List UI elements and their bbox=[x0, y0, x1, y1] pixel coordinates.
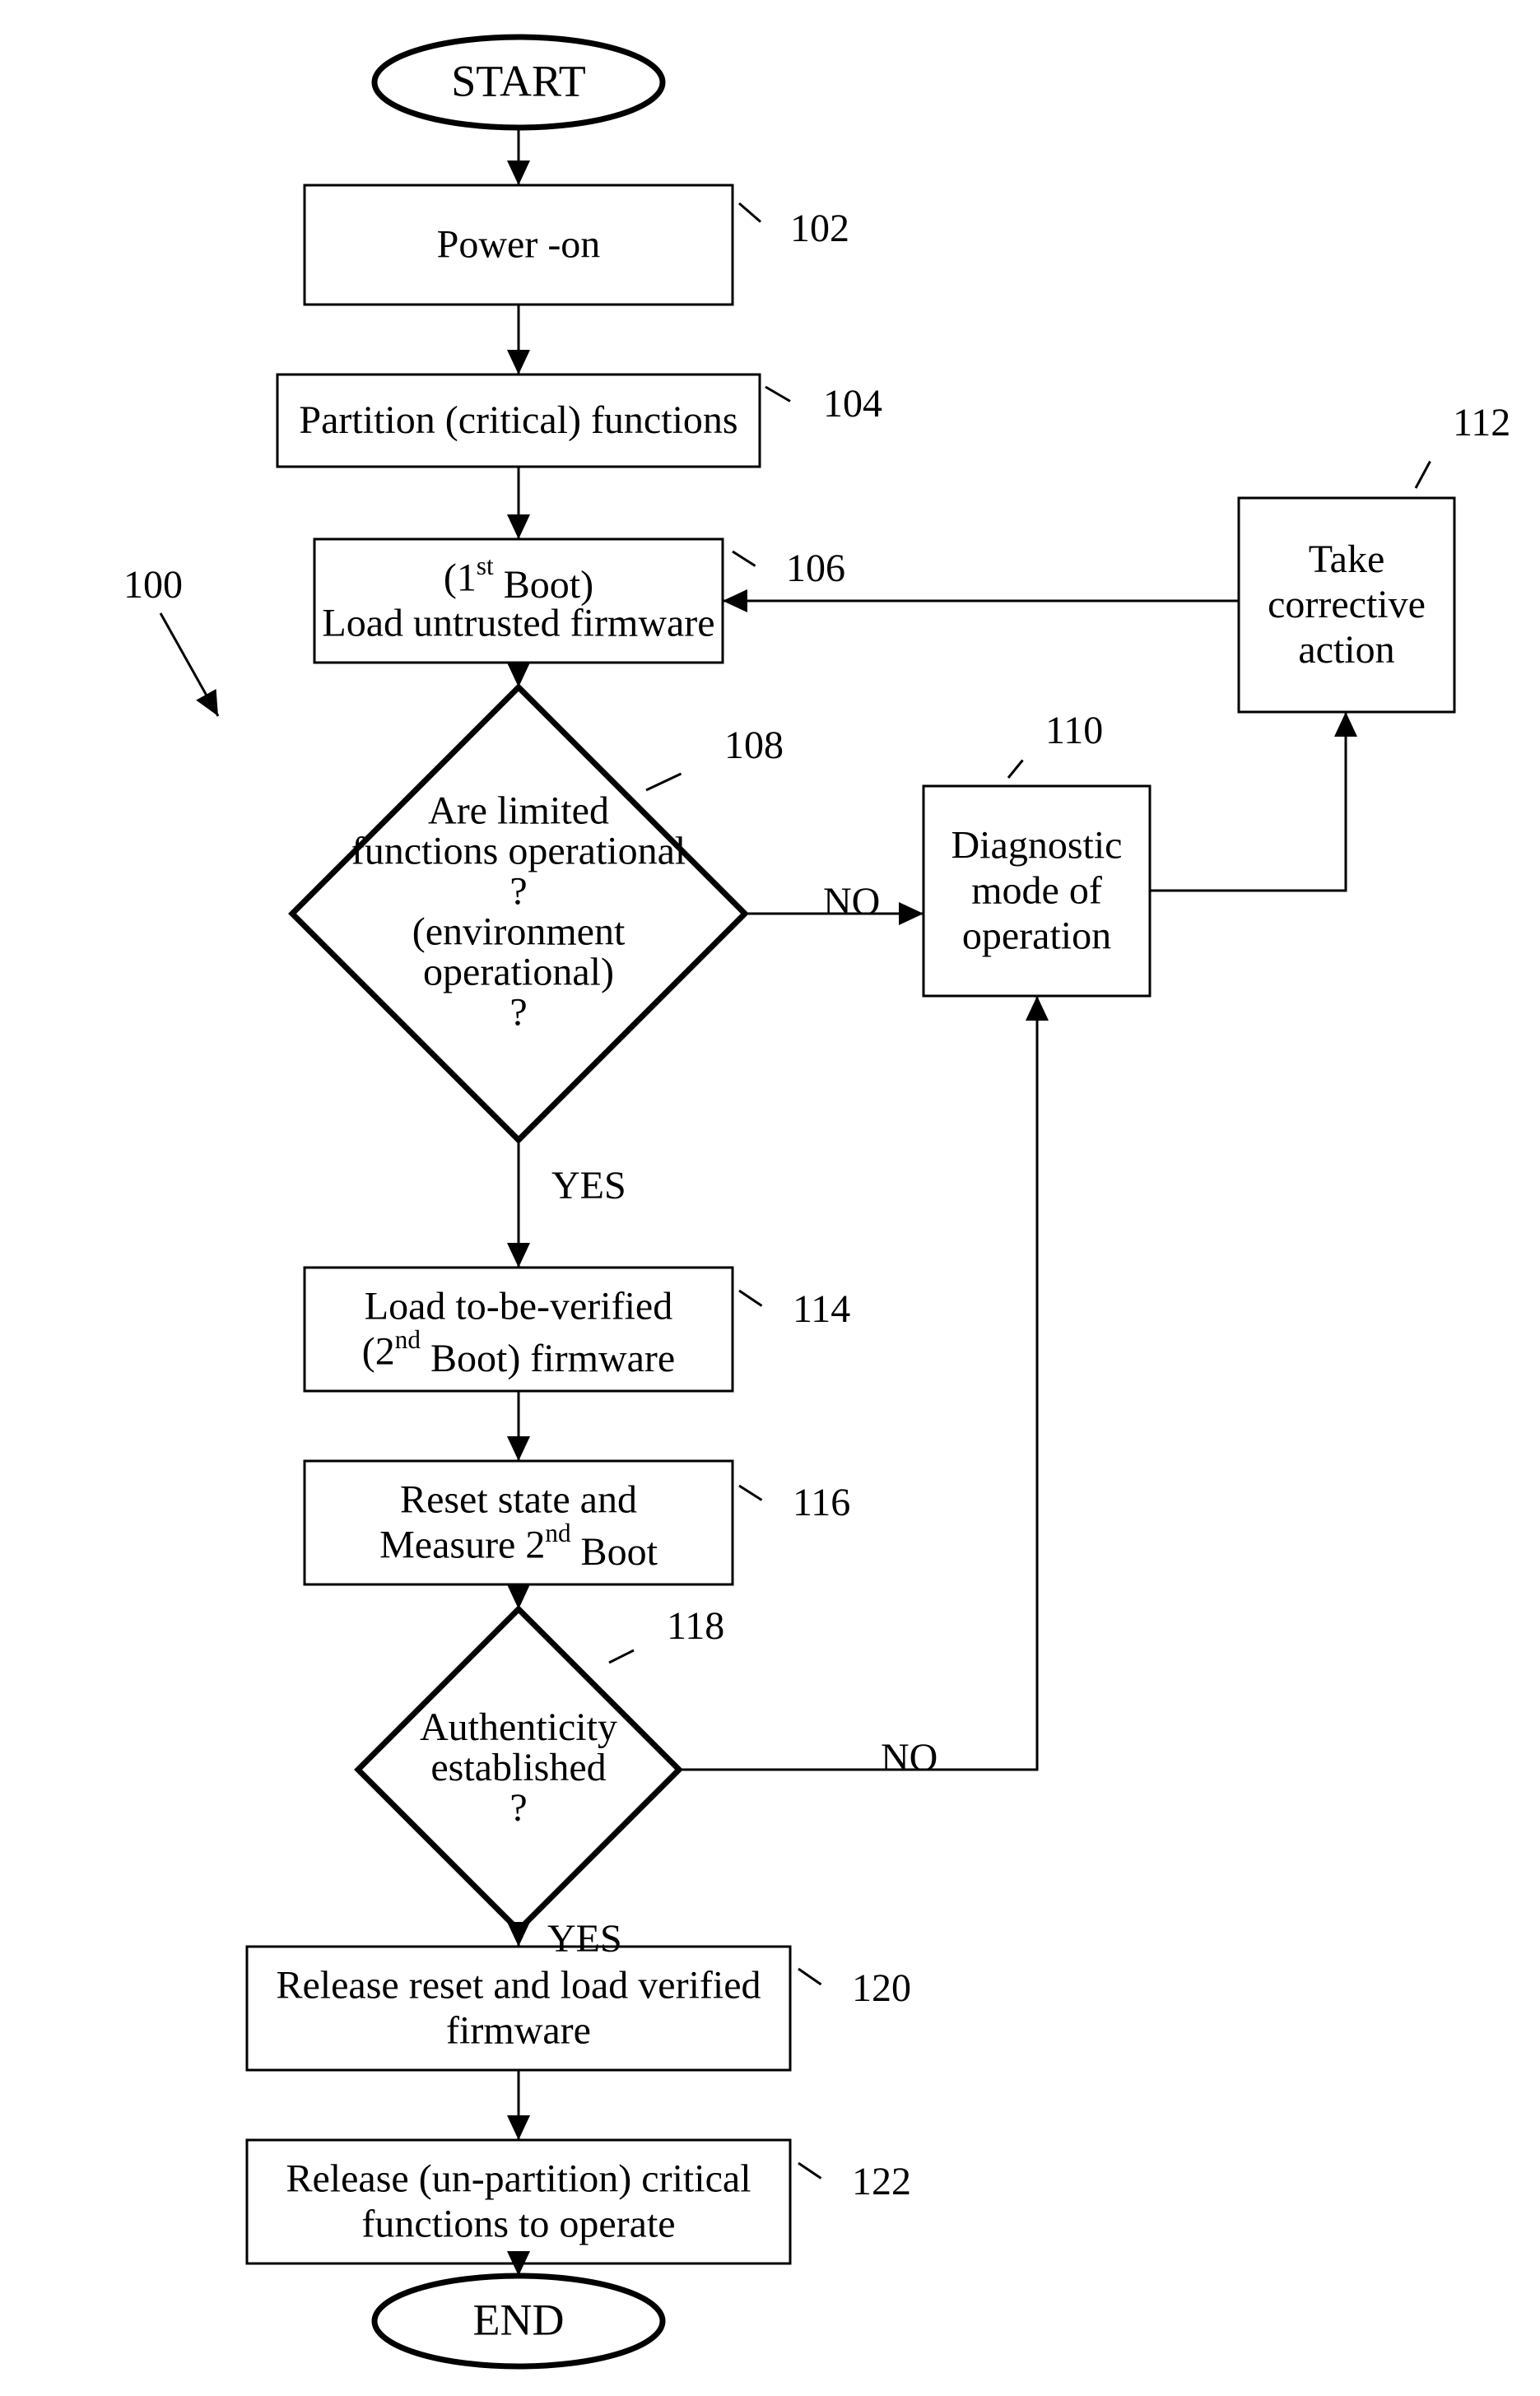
ref-118: 118 bbox=[667, 1604, 724, 1648]
limited-no: NO bbox=[823, 880, 880, 924]
auth-no: NO bbox=[881, 1736, 937, 1780]
ref-108: 108 bbox=[724, 723, 784, 767]
first_boot-l2: Load untrusted firmware bbox=[322, 602, 714, 645]
auth-dl1: established bbox=[430, 1746, 606, 1789]
limited-yes: YES bbox=[551, 1164, 626, 1207]
flowchart-canvas: START END Power -on 102 Partition (critical)… bbox=[0, 0, 1540, 2396]
ref-116: 116 bbox=[793, 1481, 850, 1524]
end-label: END bbox=[473, 2295, 565, 2344]
process-corrective: Takecorrectiveaction 112 bbox=[1239, 401, 1510, 712]
decision-auth: Authenticityestablished? 118 YES NO bbox=[358, 1604, 937, 1961]
ref-112: 112 bbox=[1453, 401, 1510, 444]
limited-dl1: functions operational bbox=[351, 830, 686, 873]
reset_meas-l1: Reset state and bbox=[400, 1477, 637, 1521]
start-label: START bbox=[451, 56, 585, 105]
auth-dl2: ? bbox=[509, 1786, 527, 1830]
ref-122: 122 bbox=[852, 2160, 911, 2203]
process-release_fw: Release reset and load verifiedfirmware 1… bbox=[247, 1947, 911, 2070]
process-diagnostic: Diagnosticmode ofoperation 110 bbox=[924, 709, 1150, 996]
auth-dl0: Authenticity bbox=[420, 1705, 617, 1749]
first_boot-l1: (1st Boot) bbox=[444, 551, 593, 607]
limited-dl4: operational) bbox=[423, 950, 614, 993]
ref-120: 120 bbox=[852, 1966, 911, 2010]
limited-dl2: ? bbox=[509, 870, 527, 914]
diagnostic-l2: operation bbox=[962, 914, 1111, 958]
process-partition: Partition (critical) functions 104 bbox=[277, 375, 882, 467]
reset_meas-l2: Measure 2nd Boot bbox=[379, 1519, 658, 1574]
process-power_on: Power -on 102 bbox=[305, 185, 849, 305]
diagnostic-l0: Diagnostic bbox=[951, 823, 1123, 867]
release_fw-l0: Release reset and load verified bbox=[276, 1963, 761, 2007]
auth-yes: YES bbox=[547, 1917, 622, 1961]
figure-label: 100 bbox=[123, 563, 183, 607]
release_fw-l1: firmware bbox=[446, 2009, 591, 2053]
process-reset_meas: Reset state andMeasure 2nd Boot 116 bbox=[305, 1461, 850, 1584]
release_cf-l1: functions to operate bbox=[361, 2203, 675, 2246]
end-terminal: END bbox=[375, 2276, 663, 2366]
load_2nd-l2: (2nd Boot) firmware bbox=[362, 1325, 675, 1380]
load_2nd-l1: Load to-be-verified bbox=[365, 1284, 672, 1328]
process-load_2nd: Load to-be-verified(2nd Boot) firmware 11… bbox=[305, 1268, 850, 1391]
release_cf-l0: Release (un-partition) critical bbox=[286, 2156, 751, 2200]
limited-dl5: ? bbox=[509, 990, 527, 1034]
limited-dl0: Are limited bbox=[428, 789, 609, 833]
corrective-l0: Take bbox=[1309, 537, 1385, 581]
ref-104: 104 bbox=[823, 382, 882, 426]
conn-diagnostic-corrective bbox=[1150, 712, 1346, 891]
diagnostic-l1: mode of bbox=[971, 869, 1102, 913]
start-terminal: START bbox=[375, 37, 663, 128]
decision-limited: Are limitedfunctions operational?(enviro… bbox=[292, 687, 880, 1207]
process-release_cf: Release (un-partition) criticalfunctions… bbox=[247, 2140, 911, 2263]
corrective-l2: action bbox=[1298, 628, 1394, 672]
ref-106: 106 bbox=[786, 547, 845, 590]
partition-l0: Partition (critical) functions bbox=[299, 398, 737, 442]
power_on-l0: Power -on bbox=[437, 223, 601, 267]
figure-label-arrow bbox=[161, 613, 218, 716]
ref-114: 114 bbox=[793, 1287, 850, 1331]
limited-dl3: (environment bbox=[412, 910, 626, 953]
corrective-l1: corrective bbox=[1268, 583, 1426, 626]
ref-110: 110 bbox=[1045, 709, 1103, 752]
ref-102: 102 bbox=[790, 207, 849, 250]
